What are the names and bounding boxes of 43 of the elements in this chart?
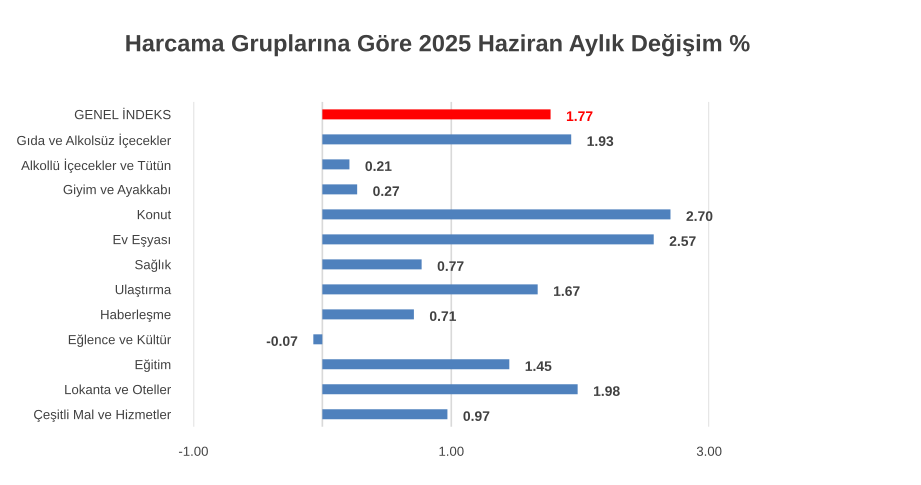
bar <box>322 184 358 194</box>
data-label: 0.21 <box>365 161 392 172</box>
bar <box>322 134 572 144</box>
bar <box>322 209 670 220</box>
bar <box>322 409 448 420</box>
data-label: 1.67 <box>554 286 580 296</box>
y-tick-label: Sağlık <box>135 259 172 272</box>
data-label: 2.57 <box>670 236 696 246</box>
data-label: 0.27 <box>373 186 400 196</box>
data-label: 1.93 <box>588 136 614 146</box>
data-label: 0.97 <box>463 411 490 422</box>
y-tick-label: Alkollü İçecekler ve Tütün <box>21 158 170 173</box>
x-tick-label: -1.00 <box>178 446 208 456</box>
bar <box>322 259 422 270</box>
y-tick-label: Gıda ve Alkolsüz İçecekler <box>17 134 171 148</box>
y-tick-label: Eğitim <box>136 359 170 372</box>
data-label: -0.07 <box>266 336 298 346</box>
y-tick-label: Lokanta ve Oteller <box>65 384 171 394</box>
bar <box>322 159 350 170</box>
x-tick-label: 1.00 <box>439 446 464 456</box>
data-label: 0.77 <box>438 261 464 272</box>
bar <box>322 309 414 320</box>
bar <box>322 234 654 244</box>
y-tick-label: Ulaştırma <box>116 284 172 297</box>
y-tick-label: Ev Eşyası <box>114 235 170 247</box>
bar <box>313 334 322 344</box>
data-label: 1.98 <box>594 386 620 396</box>
y-tick-label: GENEL İNDEKS <box>74 108 171 120</box>
data-label: 1.77 <box>566 111 592 121</box>
bar <box>322 359 510 370</box>
data-label: 1.45 <box>526 361 552 372</box>
data-label: 2.70 <box>686 211 712 222</box>
y-tick-label: Konut <box>138 210 172 220</box>
x-tick-label: 3.00 <box>696 446 722 456</box>
bar <box>322 109 551 120</box>
y-tick-label: Eğlence ve Kültür <box>68 334 171 347</box>
chart-title: Harcama Gruplarına Göre 2025 Haziran Aylık Değişim % <box>126 34 750 56</box>
bar <box>322 384 578 394</box>
data-label: 0.71 <box>430 311 456 322</box>
y-tick-label: Haberleşme <box>101 310 171 322</box>
y-tick-label: Çeşitli Mal ve Hizmetler <box>34 410 171 422</box>
y-tick-label: Giyim ve Ayakkabı <box>64 184 170 197</box>
bar <box>322 284 538 294</box>
